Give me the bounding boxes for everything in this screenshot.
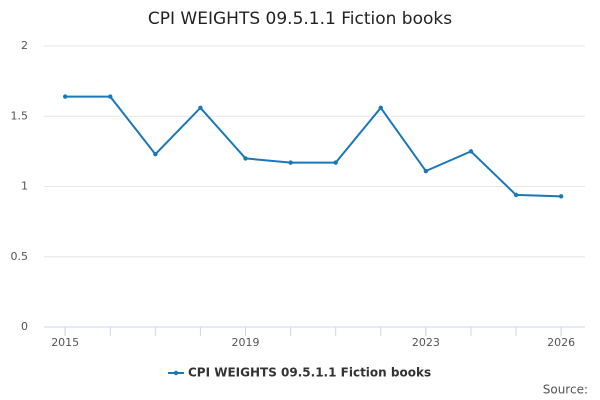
point bbox=[62, 94, 68, 99]
y-tick-label: 0 bbox=[21, 320, 28, 333]
legend-marker bbox=[173, 370, 179, 376]
point bbox=[288, 160, 293, 165]
point bbox=[378, 105, 383, 111]
point bbox=[243, 156, 248, 161]
line bbox=[65, 95, 562, 198]
x-tick-label: 2026 bbox=[547, 336, 575, 349]
point bbox=[108, 94, 113, 99]
y-tick-label: 1.5 bbox=[11, 109, 29, 122]
y-tick-label: 0.5 bbox=[11, 250, 29, 263]
point bbox=[333, 160, 338, 165]
y-tick-label: 2 bbox=[21, 39, 28, 52]
x-tick-label: 2015 bbox=[51, 336, 79, 349]
y-tick-label: 1 bbox=[21, 180, 28, 193]
legend-label: CPI WEIGHTS 09.5.1.1 Fiction books bbox=[188, 366, 431, 380]
source: Source: bbox=[543, 383, 588, 397]
point bbox=[558, 194, 564, 199]
point bbox=[513, 192, 519, 198]
point bbox=[423, 168, 429, 174]
x-tick-label: 2023 bbox=[412, 336, 440, 349]
chart-title: CPI WEIGHTS 09.5.1.1 Fiction books bbox=[148, 9, 452, 29]
x-tick-label: 2019 bbox=[232, 336, 260, 349]
point bbox=[153, 151, 158, 157]
point bbox=[468, 149, 474, 154]
point bbox=[198, 105, 203, 111]
